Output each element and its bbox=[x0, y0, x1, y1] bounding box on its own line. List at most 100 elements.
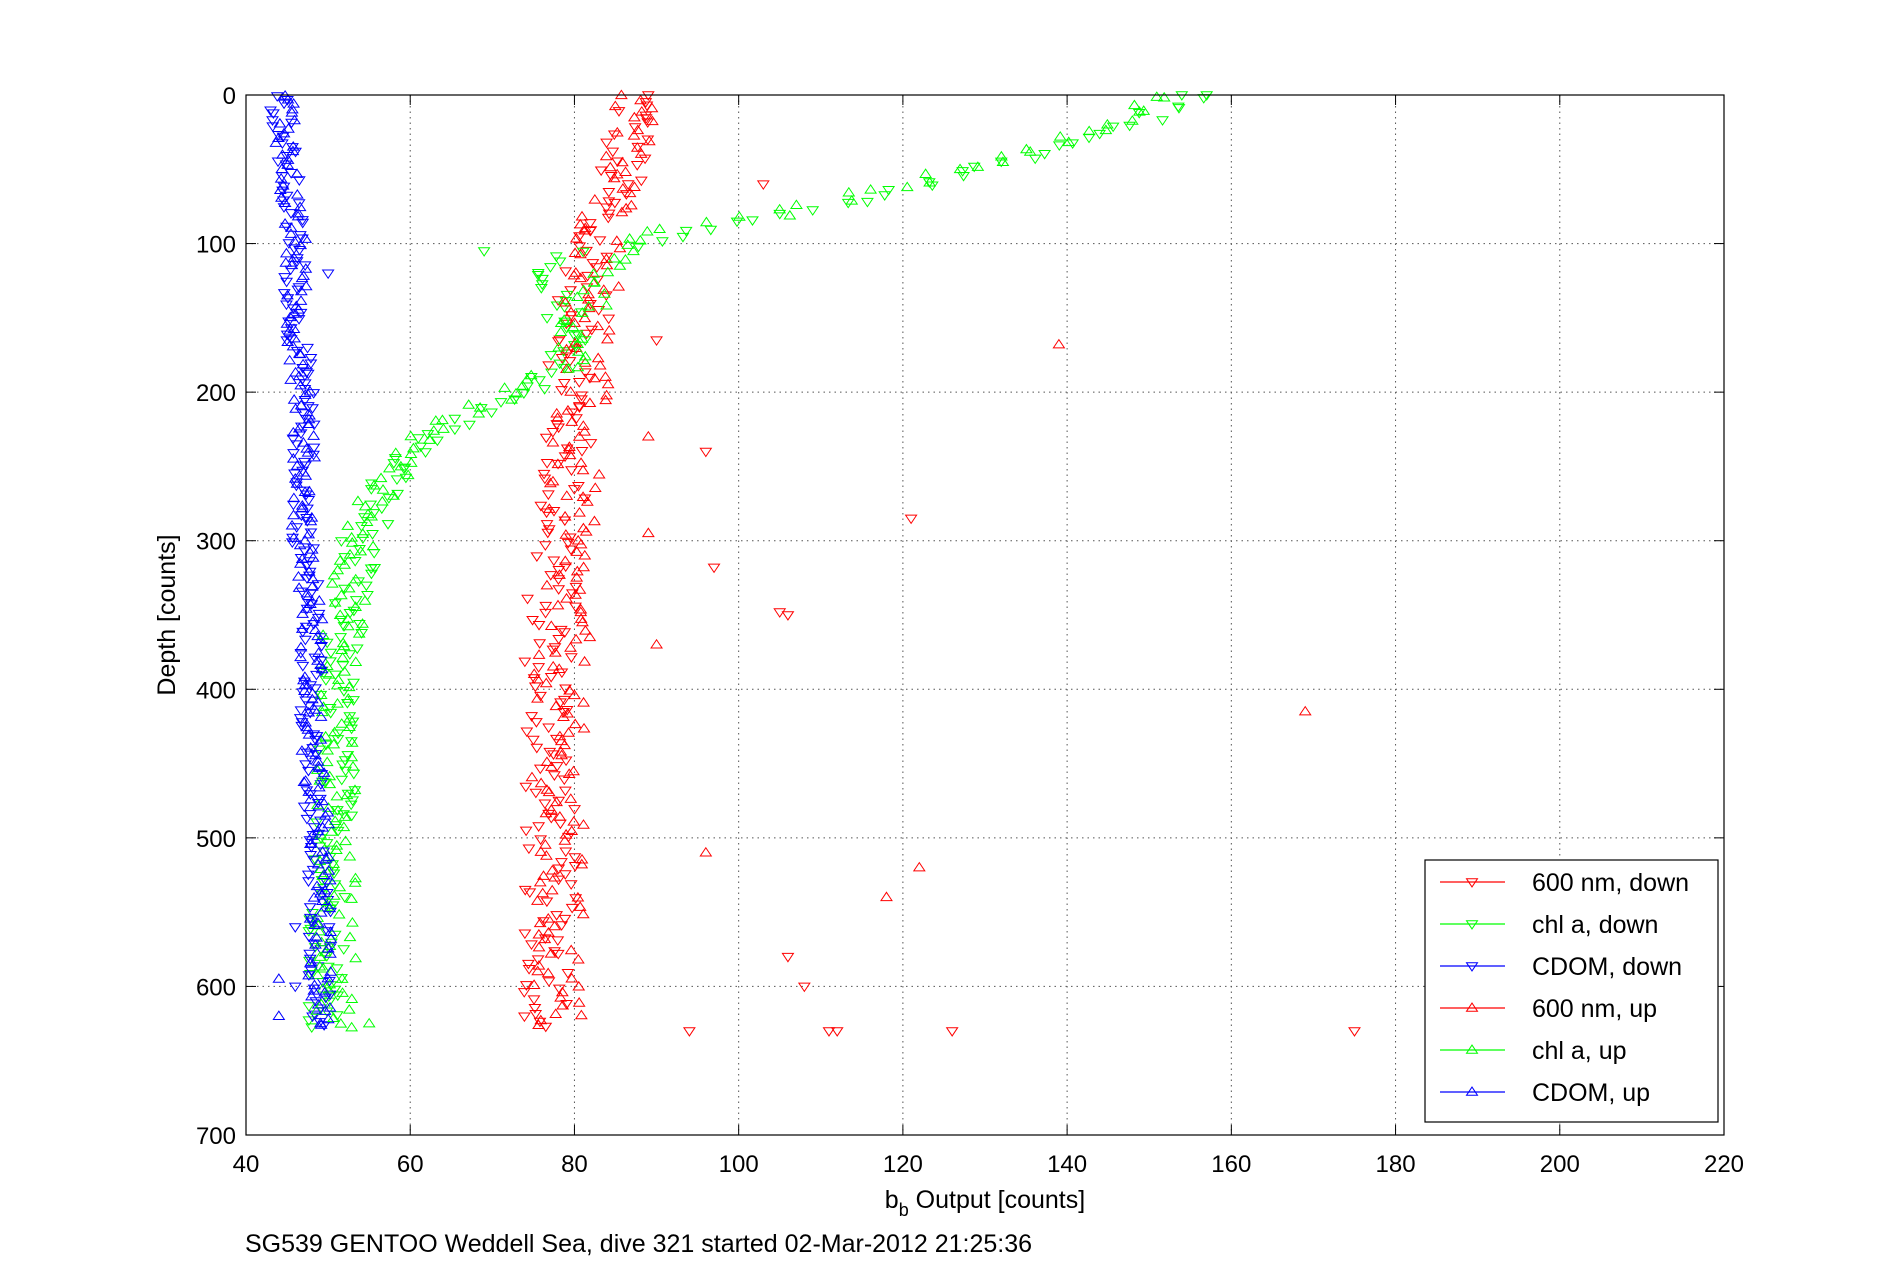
data-point bbox=[534, 501, 548, 512]
data-point bbox=[303, 957, 317, 968]
data-point bbox=[1053, 130, 1067, 141]
data-point bbox=[561, 538, 575, 549]
data-point bbox=[564, 386, 578, 396]
data-point bbox=[356, 618, 369, 628]
data-point bbox=[448, 425, 462, 436]
data-point bbox=[294, 429, 308, 440]
data-point bbox=[676, 232, 690, 243]
outlier-point bbox=[288, 923, 302, 933]
data-point bbox=[542, 977, 556, 988]
data-point bbox=[531, 269, 545, 279]
data-point bbox=[550, 407, 564, 418]
data-point bbox=[276, 186, 290, 197]
data-point bbox=[572, 402, 586, 412]
data-point bbox=[311, 696, 325, 707]
data-point bbox=[304, 589, 318, 599]
data-point bbox=[550, 796, 563, 807]
data-point bbox=[280, 318, 294, 328]
data-point bbox=[358, 595, 372, 605]
data-point bbox=[541, 490, 555, 501]
data-point bbox=[414, 442, 428, 453]
data-point bbox=[292, 582, 306, 592]
data-point bbox=[292, 422, 306, 433]
data-point bbox=[279, 160, 293, 171]
data-point bbox=[404, 448, 418, 458]
data-point bbox=[314, 734, 328, 744]
data-point bbox=[563, 449, 577, 460]
data-point bbox=[343, 548, 357, 559]
data-point bbox=[549, 252, 563, 263]
data-point bbox=[283, 325, 296, 335]
data-point bbox=[558, 303, 571, 313]
data-point bbox=[578, 224, 592, 235]
data-point bbox=[286, 426, 300, 437]
data-point bbox=[549, 1008, 563, 1019]
data-point bbox=[406, 442, 420, 453]
data-point bbox=[323, 778, 337, 789]
data-point bbox=[552, 984, 566, 995]
data-point bbox=[306, 404, 319, 414]
legend-items: 600 nm, down chl a, down CDOM, down 600 nm,… bbox=[1440, 869, 1689, 1107]
data-point bbox=[332, 908, 346, 919]
data-point bbox=[306, 552, 320, 562]
data-point bbox=[562, 441, 576, 451]
data-point bbox=[568, 805, 582, 815]
data-point bbox=[574, 1009, 588, 1020]
data-point bbox=[347, 678, 361, 689]
data-point bbox=[604, 172, 618, 182]
data-point bbox=[317, 767, 331, 777]
data-point bbox=[345, 811, 359, 822]
data-point bbox=[583, 397, 597, 408]
data-point bbox=[534, 835, 548, 846]
data-point bbox=[278, 197, 292, 208]
data-point bbox=[331, 674, 345, 684]
data-point bbox=[560, 290, 574, 301]
data-point bbox=[292, 570, 305, 581]
data-point bbox=[569, 633, 583, 644]
data-point bbox=[552, 663, 566, 674]
data-point bbox=[274, 173, 288, 183]
data-point bbox=[568, 689, 581, 700]
data-point bbox=[312, 762, 326, 772]
data-point bbox=[641, 91, 655, 101]
y-axis: 0 100 200 300 400 500 600 700 bbox=[196, 83, 1724, 1150]
data-point bbox=[302, 877, 315, 887]
data-point bbox=[277, 203, 291, 213]
data-point bbox=[544, 263, 557, 273]
data-point bbox=[561, 968, 575, 979]
data-point bbox=[312, 886, 326, 897]
data-point bbox=[557, 711, 570, 721]
data-point bbox=[568, 862, 582, 872]
data-point bbox=[286, 434, 300, 445]
data-point bbox=[294, 295, 308, 305]
data-point bbox=[536, 274, 549, 285]
data-point bbox=[530, 895, 544, 905]
data-point bbox=[318, 1005, 332, 1015]
data-point bbox=[532, 1019, 545, 1030]
data-point bbox=[284, 222, 298, 232]
data-point bbox=[634, 94, 647, 105]
data-point bbox=[404, 457, 418, 467]
data-point bbox=[551, 296, 565, 306]
data-point bbox=[314, 1019, 328, 1029]
data-point bbox=[540, 459, 554, 469]
data-point bbox=[533, 917, 547, 928]
data-point bbox=[584, 299, 597, 310]
data-point bbox=[576, 247, 590, 258]
data-point bbox=[306, 687, 320, 698]
data-point bbox=[704, 225, 718, 236]
data-point bbox=[540, 784, 554, 794]
data-point bbox=[279, 257, 293, 267]
data-point bbox=[566, 321, 580, 332]
data-point bbox=[287, 492, 301, 503]
data-point bbox=[545, 761, 558, 771]
data-point bbox=[561, 707, 575, 718]
data-point bbox=[294, 399, 308, 410]
data-point bbox=[291, 285, 305, 296]
x-axis-label-subscript: b bbox=[899, 1200, 909, 1220]
data-point bbox=[301, 724, 315, 734]
data-point bbox=[630, 161, 644, 171]
data-point bbox=[296, 409, 310, 419]
data-point bbox=[568, 718, 582, 729]
data-point bbox=[282, 317, 296, 328]
